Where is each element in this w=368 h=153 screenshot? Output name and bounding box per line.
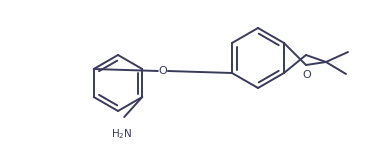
- Text: O: O: [302, 70, 311, 80]
- Text: O: O: [159, 66, 167, 76]
- Text: H$_2$N: H$_2$N: [112, 127, 133, 141]
